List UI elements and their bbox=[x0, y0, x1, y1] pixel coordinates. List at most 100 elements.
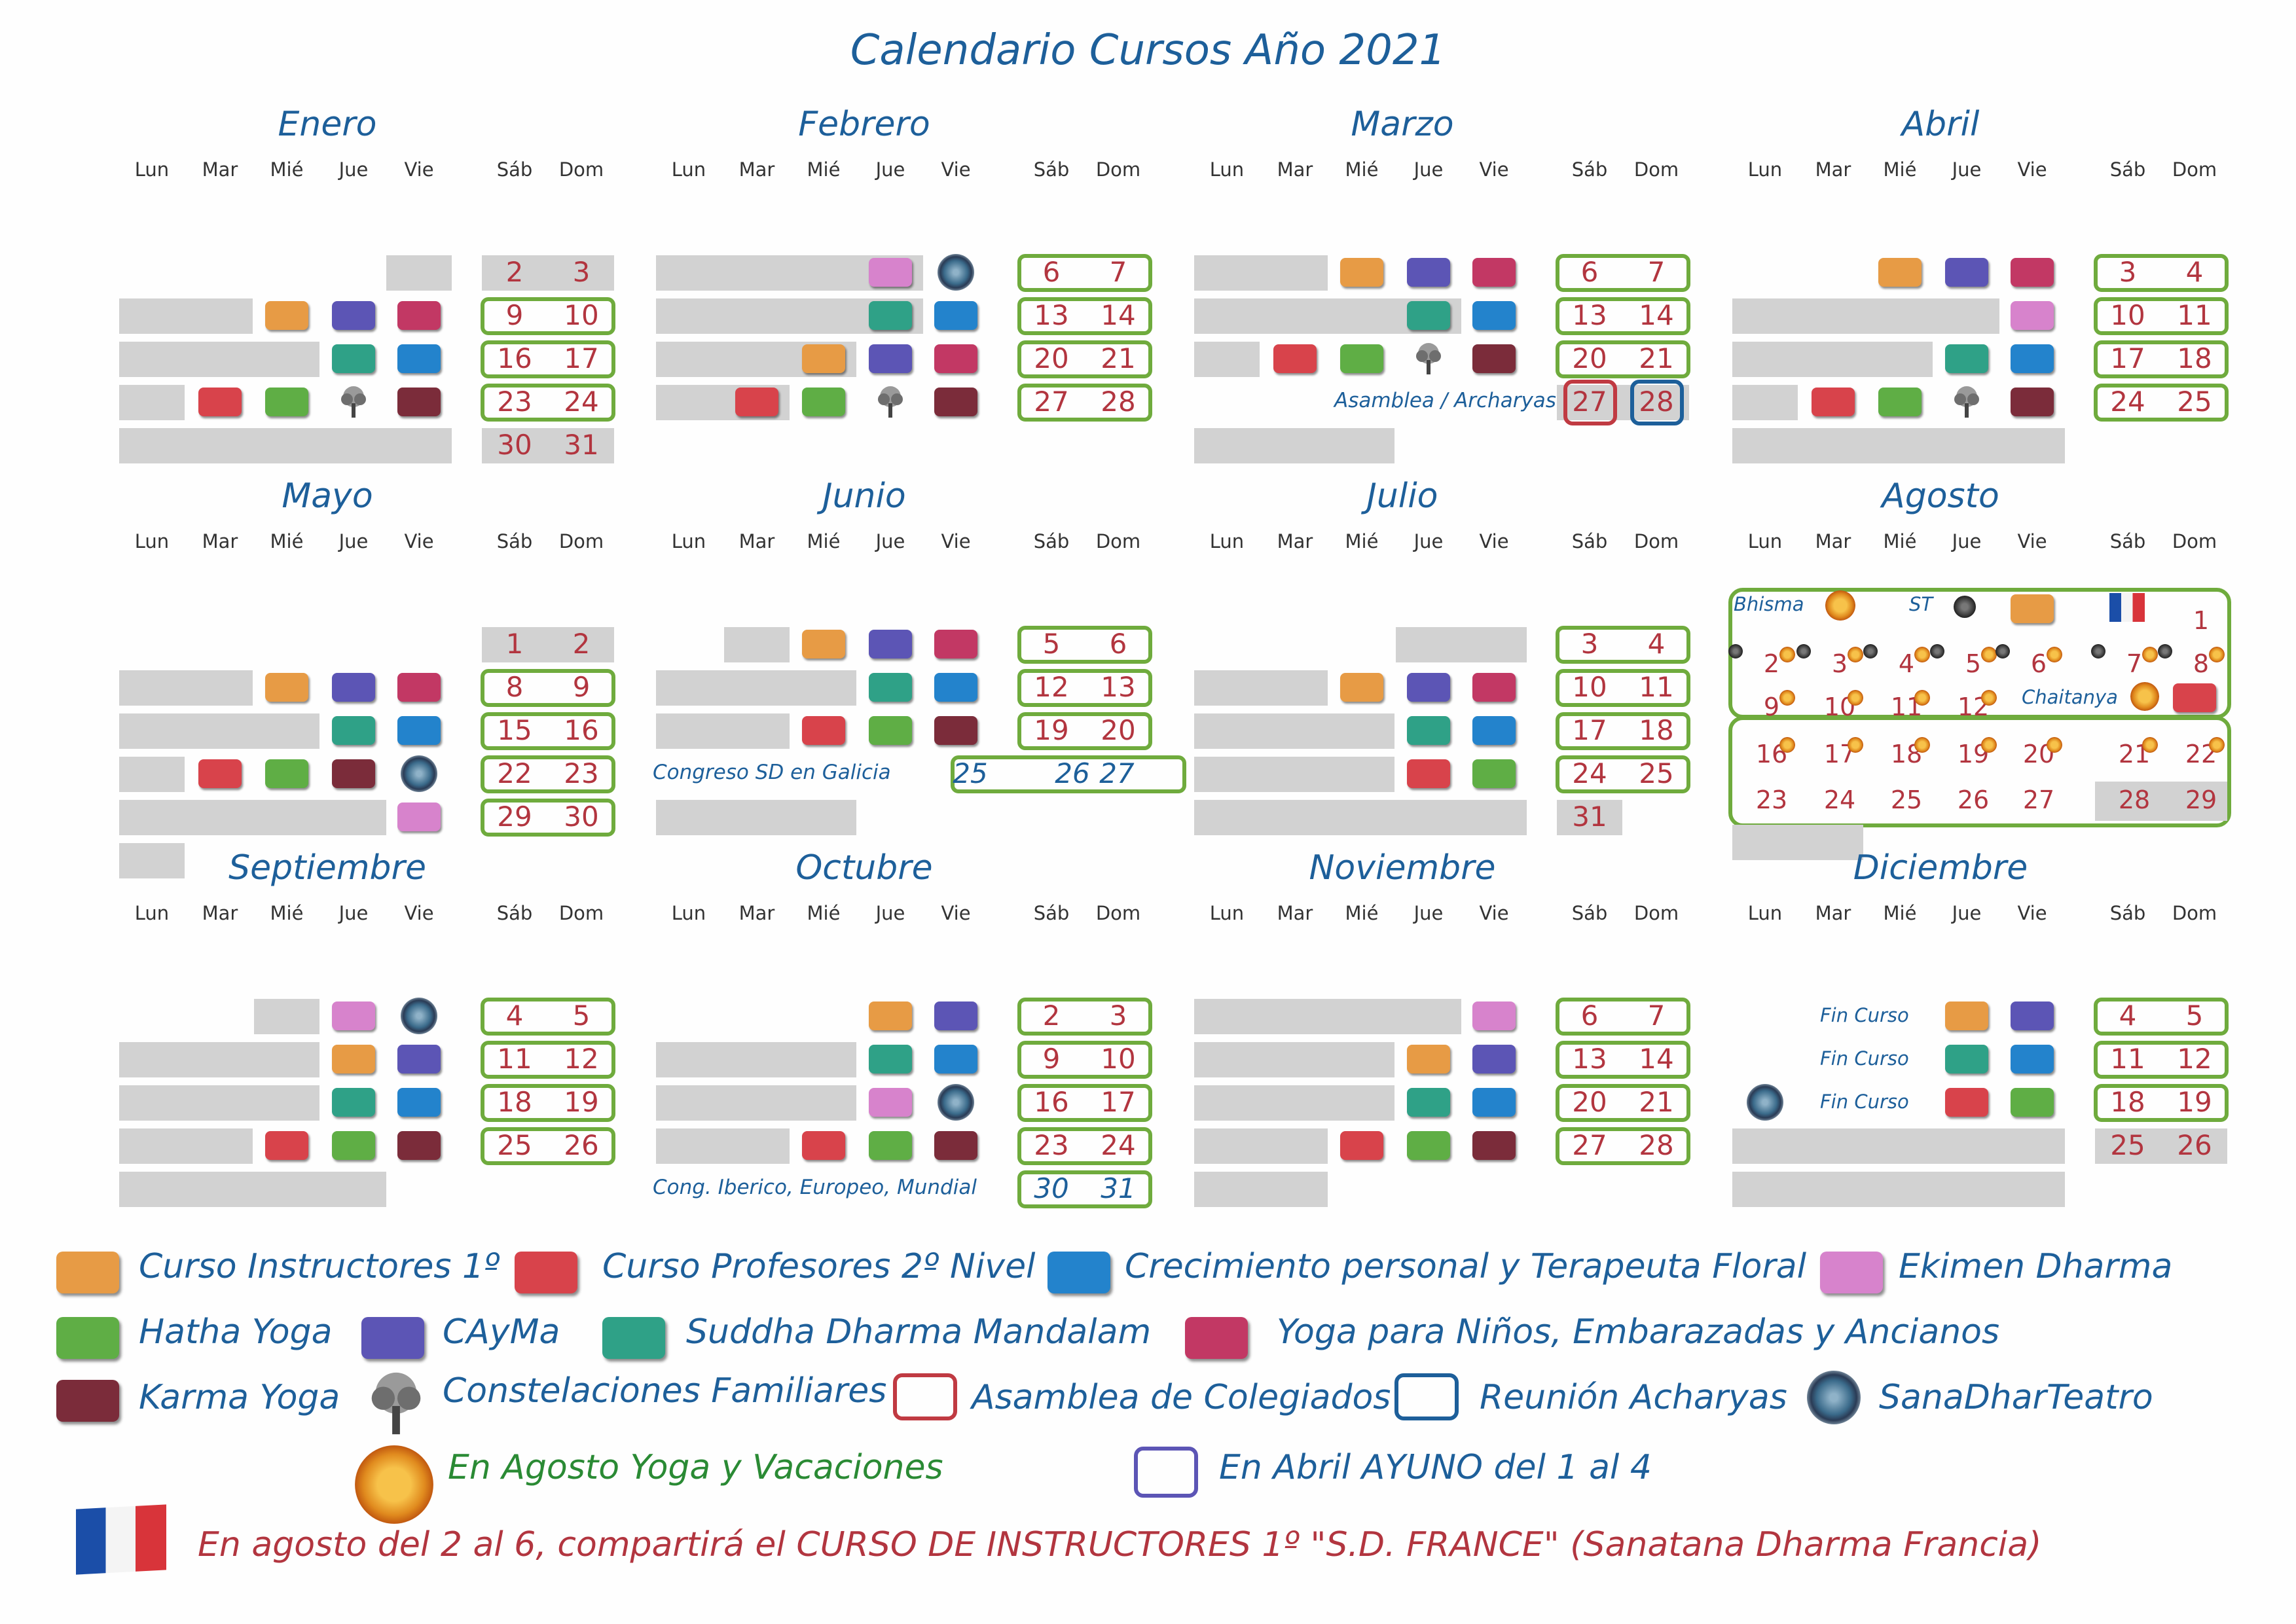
day-number: 26 bbox=[1055, 757, 1090, 789]
weekday-header: Mié bbox=[807, 530, 841, 552]
month-name: Noviembre bbox=[1309, 848, 1496, 888]
course-profesores bbox=[1945, 1088, 1988, 1117]
weekday-header: Jue bbox=[1952, 530, 1982, 552]
sanadhar-icon bbox=[938, 254, 974, 291]
course-hatha bbox=[2011, 1088, 2054, 1117]
blank-days bbox=[1732, 342, 1933, 377]
course-ninos bbox=[397, 673, 441, 702]
weekday-header: Vie bbox=[2017, 158, 2047, 181]
weekday-header: Jue bbox=[1413, 158, 1444, 181]
blank-days bbox=[119, 757, 185, 792]
om-sun-icon bbox=[2209, 737, 2225, 753]
blank-days bbox=[119, 1172, 386, 1207]
day-number: 22 bbox=[497, 757, 532, 789]
weekday-header: Mar bbox=[738, 530, 775, 552]
weekday-header: Mié bbox=[1883, 530, 1917, 552]
course-crecimiento bbox=[2011, 344, 2054, 373]
day-number: 25 bbox=[1639, 757, 1674, 789]
course-profesores bbox=[2173, 683, 2216, 712]
weekday-header: Mar bbox=[1815, 530, 1851, 552]
day-number: 28 bbox=[2118, 785, 2151, 814]
legend-reunion: Reunión Acharyas bbox=[1480, 1378, 1787, 1417]
legend-swatch-instructores bbox=[56, 1252, 119, 1293]
course-ninos bbox=[397, 301, 441, 330]
blank-days bbox=[1194, 342, 1260, 377]
day-number: 10 bbox=[1572, 671, 1607, 703]
course-karma bbox=[332, 759, 375, 788]
day-number: 23 bbox=[564, 757, 599, 789]
day-number: 8 bbox=[2193, 649, 2210, 678]
weekday-header: Sáb bbox=[496, 902, 533, 924]
day-number: 12 bbox=[2177, 1043, 2212, 1075]
blank-days bbox=[119, 1085, 319, 1121]
day-number: 26 bbox=[1957, 785, 1990, 814]
om-sun-icon bbox=[1914, 690, 1930, 706]
course-suddha bbox=[332, 716, 375, 745]
weekend-frame bbox=[481, 1041, 615, 1079]
weekday-header: Sáb bbox=[2109, 158, 2146, 181]
legend-swatch-asamblea bbox=[893, 1373, 957, 1420]
blank-days bbox=[1194, 428, 1394, 463]
course-dot-icon bbox=[1930, 644, 1944, 659]
blank-days bbox=[119, 843, 185, 878]
weekday-header: Mar bbox=[202, 902, 238, 924]
weekday-header: Vie bbox=[404, 902, 434, 924]
course-instructores bbox=[2011, 594, 2054, 623]
month-note: Asamblea / Archaryas bbox=[1334, 389, 1556, 412]
day-number: 5 bbox=[1965, 649, 1982, 678]
course-crecimiento bbox=[1472, 716, 1516, 745]
course-dot-icon bbox=[1728, 644, 1743, 659]
day-number: 14 bbox=[1639, 299, 1674, 331]
legend-swatch-cayma bbox=[361, 1317, 424, 1359]
day-number: 25 bbox=[497, 1129, 532, 1161]
weekend-frame bbox=[1017, 712, 1152, 750]
bhisma-label: Bhisma bbox=[1734, 593, 1804, 615]
course-hatha bbox=[265, 388, 308, 416]
weekend-frame bbox=[481, 340, 615, 378]
legend-swatch-abril bbox=[1134, 1447, 1198, 1498]
course-dot-icon bbox=[1995, 644, 2010, 659]
course-crecimiento bbox=[1472, 301, 1516, 330]
day-number: 10 bbox=[2110, 299, 2145, 331]
day-number: 18 bbox=[497, 1086, 532, 1118]
page-title: Calendario Cursos Año 2021 bbox=[850, 26, 1446, 75]
asamblea-box bbox=[1563, 380, 1617, 425]
weekend-frame bbox=[481, 712, 615, 750]
weekend-frame bbox=[1556, 297, 1690, 335]
blank-days bbox=[1194, 999, 1461, 1034]
month-name: Diciembre bbox=[1853, 848, 2028, 888]
day-number: 11 bbox=[1639, 671, 1674, 703]
day-number: 10 bbox=[564, 299, 599, 331]
weekday-header: Jue bbox=[338, 158, 369, 181]
course-suddha bbox=[1407, 1088, 1450, 1117]
day-number: 16 bbox=[1034, 1086, 1069, 1118]
day-number: 23 bbox=[1755, 785, 1788, 814]
weekday-header: Mar bbox=[202, 158, 238, 181]
weekday-header: Vie bbox=[941, 530, 971, 552]
om-sun-icon bbox=[1981, 690, 1997, 706]
course-karma bbox=[934, 716, 977, 745]
legend-abril: En Abril AYUNO del 1 al 4 bbox=[1219, 1448, 1652, 1487]
om-sun-icon bbox=[355, 1445, 433, 1524]
weekday-header: Vie bbox=[404, 530, 434, 552]
weekday-header: Jue bbox=[338, 902, 369, 924]
day-number: 9 bbox=[1763, 693, 1780, 721]
om-sun-icon bbox=[1779, 737, 1795, 753]
weekday-header: Dom bbox=[558, 902, 604, 924]
weekend-frame bbox=[1556, 1127, 1690, 1165]
weekend-frame bbox=[1017, 384, 1152, 422]
legend-instructores: Curso Instructores 1º bbox=[139, 1247, 500, 1286]
course-profesores bbox=[802, 716, 845, 745]
weekend-frame bbox=[2094, 384, 2229, 422]
day-number: 17 bbox=[564, 342, 599, 374]
course-crecimiento bbox=[397, 716, 441, 745]
weekday-header: Sáb bbox=[1571, 530, 1608, 552]
weekend-frame bbox=[481, 669, 615, 707]
blank-days bbox=[1194, 1042, 1394, 1077]
weekend-gray bbox=[2095, 782, 2227, 821]
weekend-frame bbox=[1017, 1127, 1152, 1165]
course-hatha bbox=[1472, 759, 1516, 788]
day-number: 14 bbox=[1639, 1043, 1674, 1075]
day-number: 18 bbox=[2177, 342, 2212, 374]
weekend-gray bbox=[1557, 385, 1689, 420]
